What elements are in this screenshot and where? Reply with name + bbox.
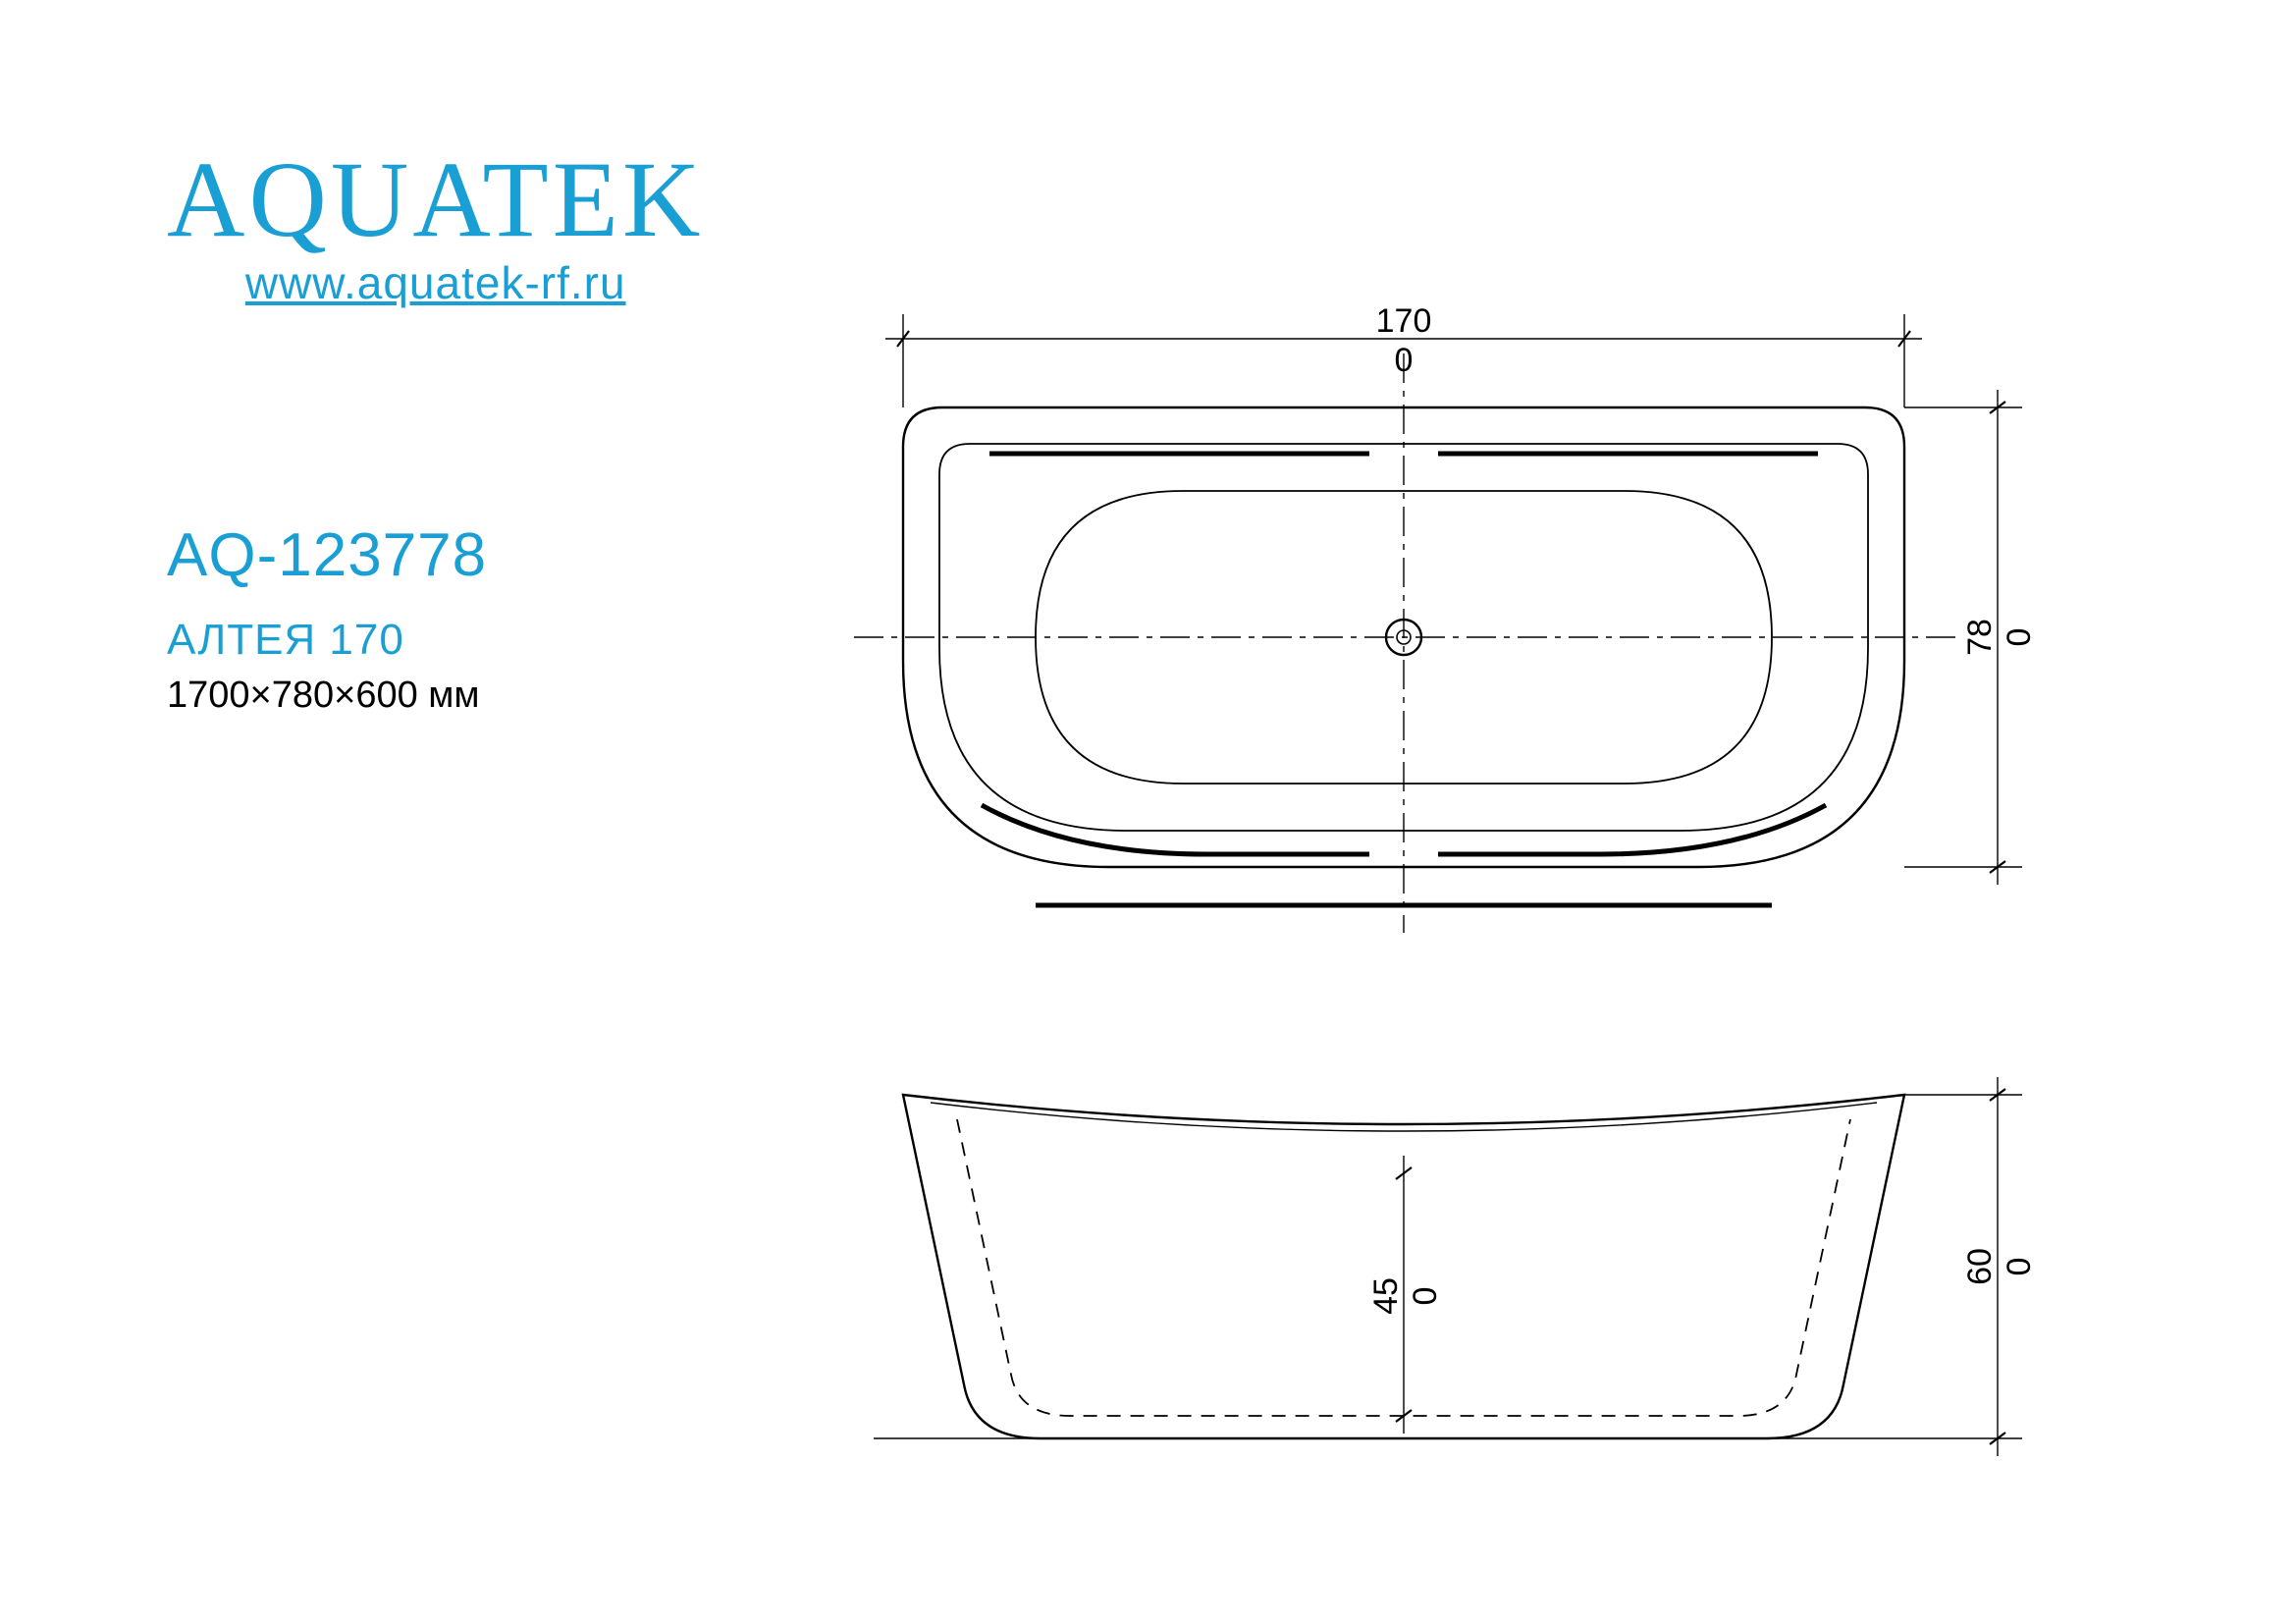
dim-front-depth-bot: 0 bbox=[1407, 1287, 1444, 1306]
bottom-ledge-right bbox=[1438, 805, 1826, 854]
dim-front-depth: 45 0 bbox=[1367, 1156, 1444, 1434]
dim-width-label-bot: 0 bbox=[1395, 342, 1414, 379]
dim-front-depth-top: 45 bbox=[1367, 1277, 1405, 1315]
bottom-ledge-left bbox=[982, 805, 1369, 854]
top-view: 170 0 78 0 bbox=[854, 302, 2038, 933]
front-view: 60 0 45 0 bbox=[874, 1077, 2038, 1456]
technical-drawing: 170 0 78 0 60 0 bbox=[0, 0, 2296, 1624]
dim-front-height: 60 0 bbox=[1904, 1077, 2038, 1456]
dim-front-height-bot: 0 bbox=[2001, 1258, 2038, 1276]
front-rim-line bbox=[931, 1103, 1877, 1131]
dim-height-label-bot: 0 bbox=[2001, 628, 2038, 647]
dim-width-label-top: 170 bbox=[1376, 302, 1432, 340]
dim-front-height-top: 60 bbox=[1961, 1248, 1999, 1285]
dim-height-right: 78 0 bbox=[1904, 390, 2038, 885]
dim-height-label-top: 78 bbox=[1961, 619, 1999, 656]
